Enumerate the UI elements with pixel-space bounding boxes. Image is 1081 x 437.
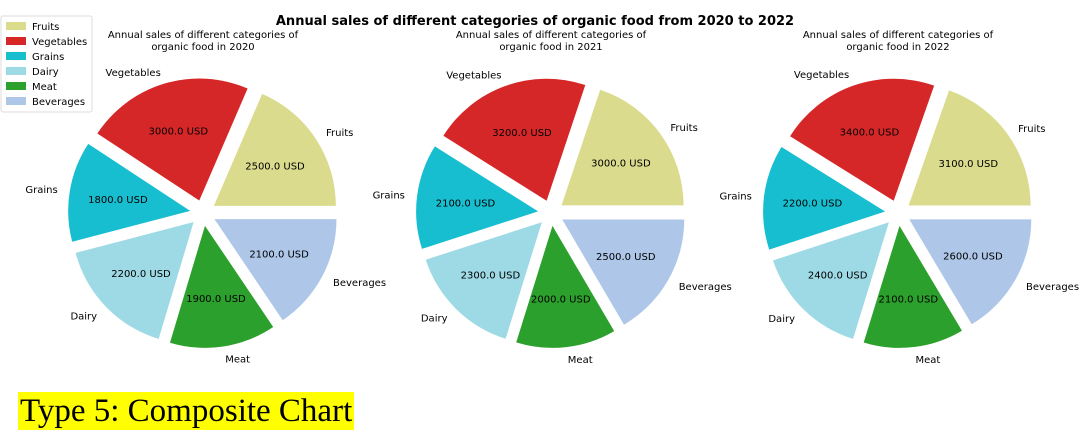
pie-slice-dairy — [75, 222, 194, 339]
slice-value-label: 1800.0 USD — [88, 195, 148, 206]
pie-slice-fruits — [908, 90, 1031, 206]
slice-label-beverages: Beverages — [1026, 282, 1079, 293]
pie-slice-grains — [416, 146, 539, 249]
slice-value-label: 2100.0 USD — [436, 198, 496, 209]
slice-value-label: 2500.0 USD — [245, 162, 305, 173]
pie-slice-grains — [763, 146, 886, 250]
figure-title: Annual sales of different categories of … — [276, 14, 794, 29]
pie-slice-vegetables — [97, 78, 248, 201]
slice-label-dairy: Dairy — [421, 314, 448, 325]
slice-label-fruits: Fruits — [670, 123, 697, 134]
pie-slice-meat — [863, 225, 962, 348]
slice-label-grains: Grains — [719, 192, 751, 203]
slice-value-label: 2100.0 USD — [879, 295, 939, 306]
pie-chart-title: Annual sales of different categories of o… — [456, 30, 647, 53]
pie-chart-3: Annual sales of different categories of o… — [719, 30, 1079, 366]
legend-label-dairy: Dairy — [32, 67, 59, 78]
slice-value-label: 1900.0 USD — [186, 294, 246, 305]
legend-swatch-meat — [6, 82, 26, 90]
legend-label-beverages: Beverages — [32, 97, 85, 108]
legend-swatch-dairy — [6, 67, 26, 75]
pie-slice-beverages — [562, 219, 685, 325]
slice-value-label: 2400.0 USD — [808, 271, 868, 282]
legend-label-fruits: Fruits — [32, 22, 59, 33]
legend-swatch-vegetables — [6, 37, 26, 45]
slice-label-dairy: Dairy — [70, 311, 97, 322]
slice-label-fruits: Fruits — [1018, 124, 1045, 135]
slice-label-grains: Grains — [373, 191, 405, 202]
pie-chart-1: Annual sales of different categories of o… — [25, 30, 386, 366]
pie-slice-fruits — [561, 89, 684, 206]
slice-value-label: 3200.0 USD — [492, 128, 552, 139]
slice-label-vegetables: Vegetables — [106, 68, 161, 79]
pie-charts: Annual sales of different categories of o… — [25, 30, 1079, 366]
slice-label-dairy: Dairy — [768, 314, 795, 325]
legend-label-grains: Grains — [32, 52, 64, 63]
pie-slice-beverages — [909, 219, 1032, 325]
slice-value-label: 2100.0 USD — [249, 250, 309, 261]
slice-value-label: 2200.0 USD — [783, 199, 843, 210]
slice-value-label: 2200.0 USD — [111, 269, 171, 280]
slice-value-label: 3000.0 USD — [591, 159, 651, 170]
pie-slice-vegetables — [443, 78, 586, 201]
pie-chart-title: Annual sales of different categories of o… — [108, 30, 299, 53]
slice-value-label: 2300.0 USD — [461, 270, 521, 281]
legend-swatch-fruits — [6, 22, 26, 30]
pie-slice-vegetables — [790, 78, 935, 201]
legend-label-vegetables: Vegetables — [32, 37, 87, 48]
legend-label-meat: Meat — [32, 82, 57, 93]
pie-slice-meat — [516, 225, 615, 348]
pie-slice-fruits — [213, 93, 336, 206]
slice-value-label: 2000.0 USD — [531, 295, 591, 306]
pie-slice-dairy — [773, 222, 889, 339]
legend: Fruits Vegetables Grains Dairy Meat Beverages — [0, 15, 93, 113]
slice-label-beverages: Beverages — [333, 278, 386, 289]
pie-chart-2: Annual sales of different categories of o… — [373, 30, 732, 366]
slice-value-label: 2600.0 USD — [943, 252, 1003, 263]
pie-chart-title: Annual sales of different categories of o… — [803, 30, 994, 53]
pie-slice-meat — [169, 225, 274, 348]
slice-label-meat: Meat — [568, 355, 593, 366]
pie-slice-dairy — [425, 222, 542, 339]
slice-label-meat: Meat — [225, 355, 250, 366]
pie-slice-beverages — [214, 219, 337, 321]
pie-slice-grains — [68, 143, 191, 242]
composite-pie-figure: Annual sales of different categories of … — [0, 14, 1079, 366]
chart-type-caption: Type 5: Composite Chart — [18, 392, 355, 430]
slice-label-beverages: Beverages — [679, 282, 732, 293]
slice-value-label: 3400.0 USD — [840, 128, 900, 139]
slice-label-vegetables: Vegetables — [446, 70, 501, 81]
slice-label-meat: Meat — [916, 355, 941, 366]
slice-label-vegetables: Vegetables — [794, 70, 849, 81]
slice-label-fruits: Fruits — [326, 128, 353, 139]
slice-value-label: 3000.0 USD — [149, 126, 209, 137]
legend-swatch-grains — [6, 52, 26, 60]
legend-swatch-beverages — [6, 97, 26, 105]
slice-label-grains: Grains — [25, 185, 57, 196]
slice-value-label: 2500.0 USD — [596, 252, 656, 263]
slice-value-label: 3100.0 USD — [939, 159, 999, 170]
